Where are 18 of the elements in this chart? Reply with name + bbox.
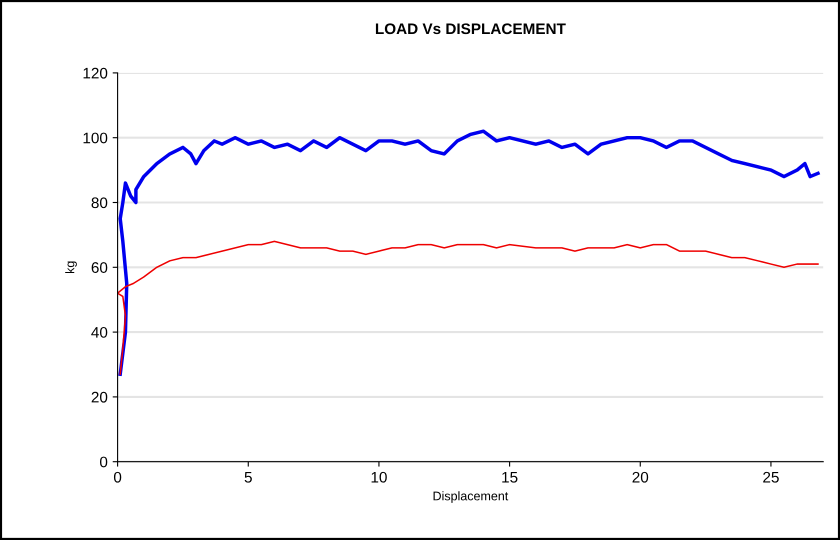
x-tick-label: 25	[763, 472, 779, 483]
line-series	[118, 129, 820, 376]
x-tick-label: 10	[372, 472, 387, 483]
y-axis-title: kg	[65, 262, 77, 274]
x-tick-label: 15	[502, 472, 518, 483]
chart-title: LOAD Vs DISPLACEMENT	[376, 23, 566, 34]
y-tick-label: 60	[92, 262, 108, 273]
x-tick-label: 5	[244, 472, 252, 483]
y-tick-label: 120	[84, 68, 108, 79]
x-axis-title: Displacement	[434, 491, 508, 503]
x-tick-label: 20	[632, 472, 648, 483]
x-tick-label: 0	[114, 472, 122, 483]
y-tick-label: 40	[91, 326, 108, 338]
y-tick-label: 0	[100, 456, 108, 468]
y-tick-label: 100	[84, 132, 108, 144]
line-series	[118, 240, 819, 375]
y-tick-label: 80	[92, 197, 108, 208]
y-tick-label: 20	[92, 392, 108, 403]
